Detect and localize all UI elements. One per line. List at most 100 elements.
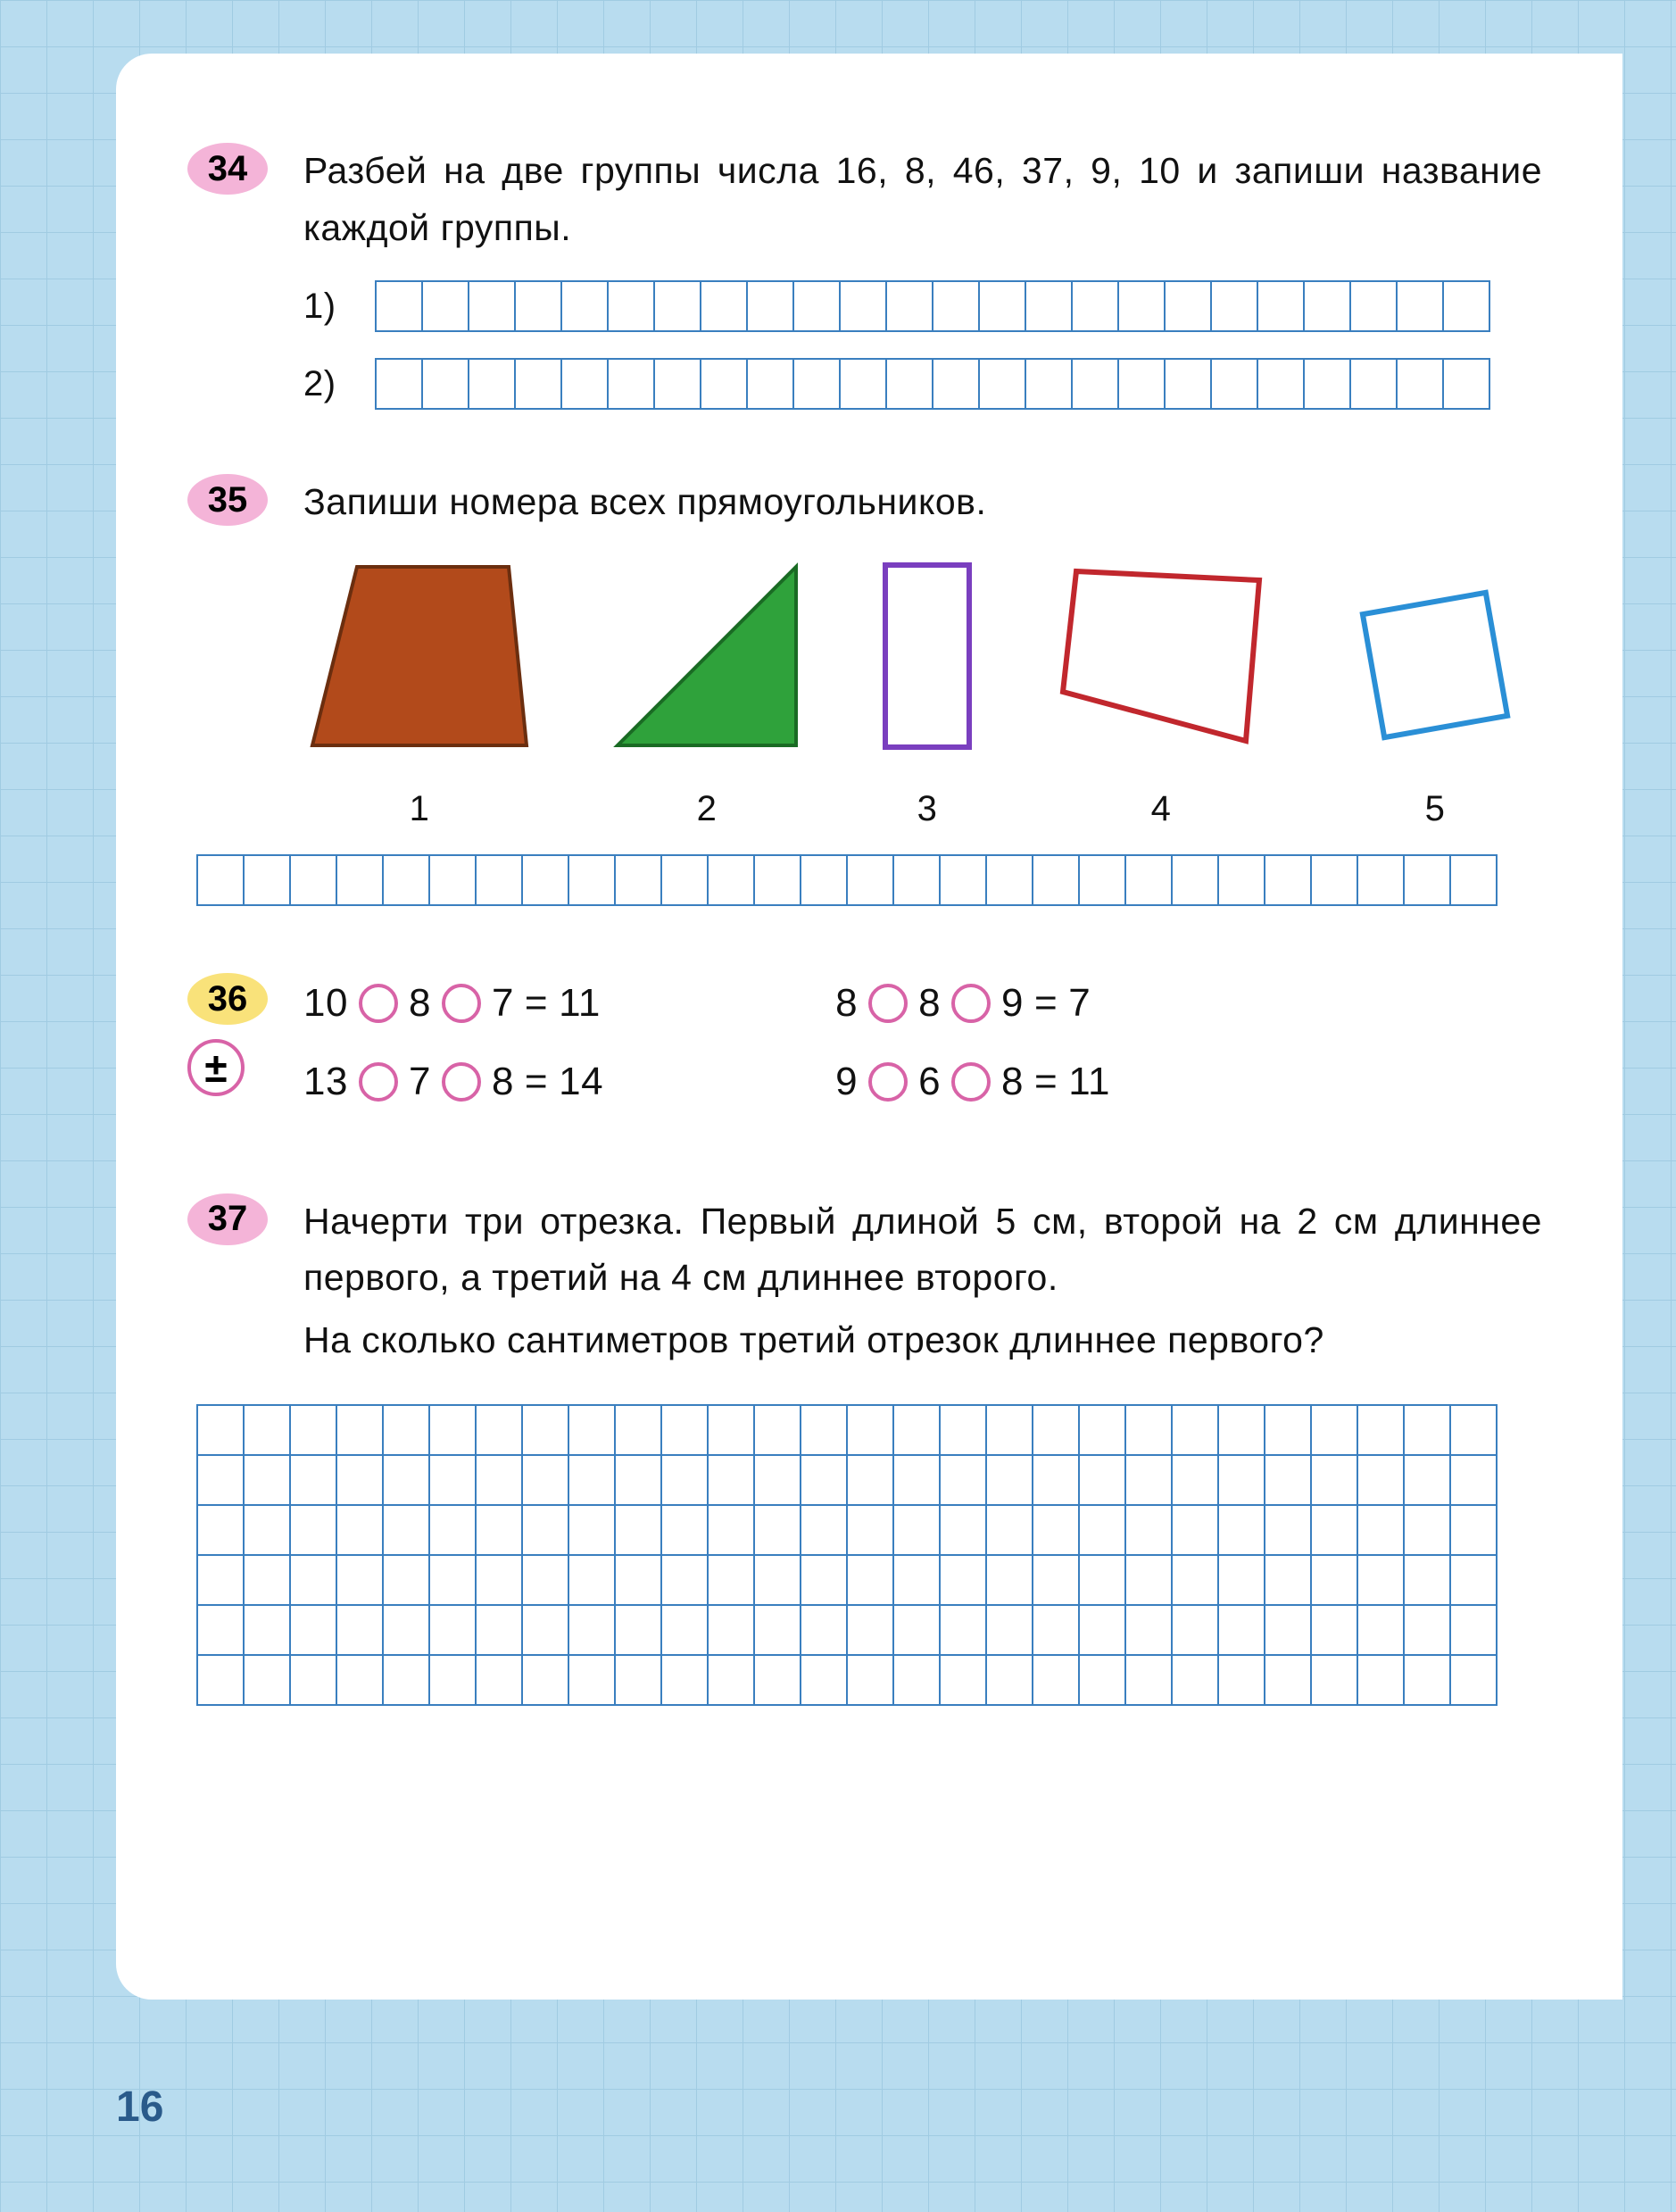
operator-circle[interactable] [951,984,991,1023]
grid-cell [1080,1556,1126,1606]
operator-circle[interactable] [951,1062,991,1102]
task-badge-37: 37 [187,1193,268,1245]
answer-grid [196,1404,1498,1706]
grid-cell [1026,282,1073,332]
grid-cell [1305,360,1351,410]
grid-cell [516,360,562,410]
grid-cell [1173,1456,1219,1506]
grid-cell [1173,1506,1219,1556]
square-rot-icon [1346,576,1524,754]
grid-cell [337,1456,384,1506]
grid-cell [569,1556,616,1606]
num: 8 [918,973,941,1034]
grid-cell [1444,282,1490,332]
num: 8 [835,973,858,1034]
task-36: 36 ± 1087 = 111378 = 14 889 = 7968 = 11 [196,973,1542,1130]
grid-cell [655,282,701,332]
equations-left: 1087 = 111378 = 14 [303,973,603,1130]
grid-cell [1358,856,1405,906]
grid-cell [562,282,609,332]
grid-cell [1258,282,1305,332]
triangle-icon [609,558,805,754]
grid-cell [801,856,848,906]
equation: 1378 = 14 [303,1052,603,1112]
grid-cell [377,360,423,410]
grid-cell [848,1406,894,1456]
grid-cell [337,1406,384,1456]
grid-cell [1212,360,1258,410]
operator-circle[interactable] [359,1062,398,1102]
grid-cell [616,856,662,906]
grid-cell [755,1656,801,1706]
result: 7 [1068,973,1091,1034]
grid-cell [1312,1406,1358,1456]
grid-cell [198,856,245,906]
grid-cell [755,1606,801,1656]
grid-cell [1405,1556,1451,1606]
grid-cell [477,1456,523,1506]
grid-cell [848,1456,894,1506]
grid-cell [748,282,794,332]
grid-cell [980,282,1026,332]
grid-cell [941,1406,987,1456]
grid-cell [1033,1606,1080,1656]
row-label: 1) [303,279,348,334]
result: 11 [1068,1052,1110,1112]
equals: = [525,1052,548,1112]
grid-cell [1119,282,1166,332]
grid-cell [430,1456,477,1506]
result: 11 [559,973,601,1034]
task-34-text: Разбей на две группы числа 16, 8, 46, 37… [303,143,1542,256]
result: 14 [559,1052,603,1112]
grid-cell [987,1656,1033,1706]
grid-cell [1265,1506,1312,1556]
num: 10 [303,973,348,1034]
task-34-body: Разбей на две группы числа 16, 8, 46, 37… [303,143,1542,412]
shape-2: 2 [609,558,805,837]
grid-cell [384,1656,430,1706]
grid-cell [569,1606,616,1656]
num: 7 [409,1052,431,1112]
grid-cell [801,1556,848,1606]
rect-icon [878,558,976,754]
grid-cell [523,1656,569,1706]
grid-cell [291,1406,337,1456]
grid-cell [1126,1656,1173,1706]
grid-cell [1451,1556,1498,1606]
grid-cell [987,1456,1033,1506]
grid-cell [1080,856,1126,906]
grid-cell [1080,1656,1126,1706]
grid-cell [941,1556,987,1606]
grid-cell [1219,1606,1265,1656]
grid-cell [662,1656,709,1706]
grid-cell [198,1656,245,1706]
grid-cell [477,1506,523,1556]
grid-cell [894,1656,941,1706]
shapes-row: 12345 [303,558,1542,837]
grid-cell [848,1606,894,1656]
grid-cell [755,1456,801,1506]
operator-circle[interactable] [868,1062,908,1102]
operator-circle[interactable] [442,984,481,1023]
grid-cell [1126,856,1173,906]
grid-cell [1219,1556,1265,1606]
grid-cell [662,1556,709,1606]
grid-cell [801,1456,848,1506]
grid-cell [562,360,609,410]
grid-cell [616,1606,662,1656]
grid-cell [569,1506,616,1556]
shape-number: 5 [1346,781,1524,836]
operator-circle[interactable] [359,984,398,1023]
grid-cell [1173,1656,1219,1706]
grid-cell [941,1506,987,1556]
grid-cell [1358,1656,1405,1706]
num: 7 [492,973,514,1034]
grid-cell [245,856,291,906]
grid-cell [609,360,655,410]
answer-row: 1) [303,279,1542,334]
grid-cell [523,856,569,906]
num: 8 [1001,1052,1024,1112]
grid-cell [755,1556,801,1606]
operator-circle[interactable] [442,1062,481,1102]
operator-circle[interactable] [868,984,908,1023]
